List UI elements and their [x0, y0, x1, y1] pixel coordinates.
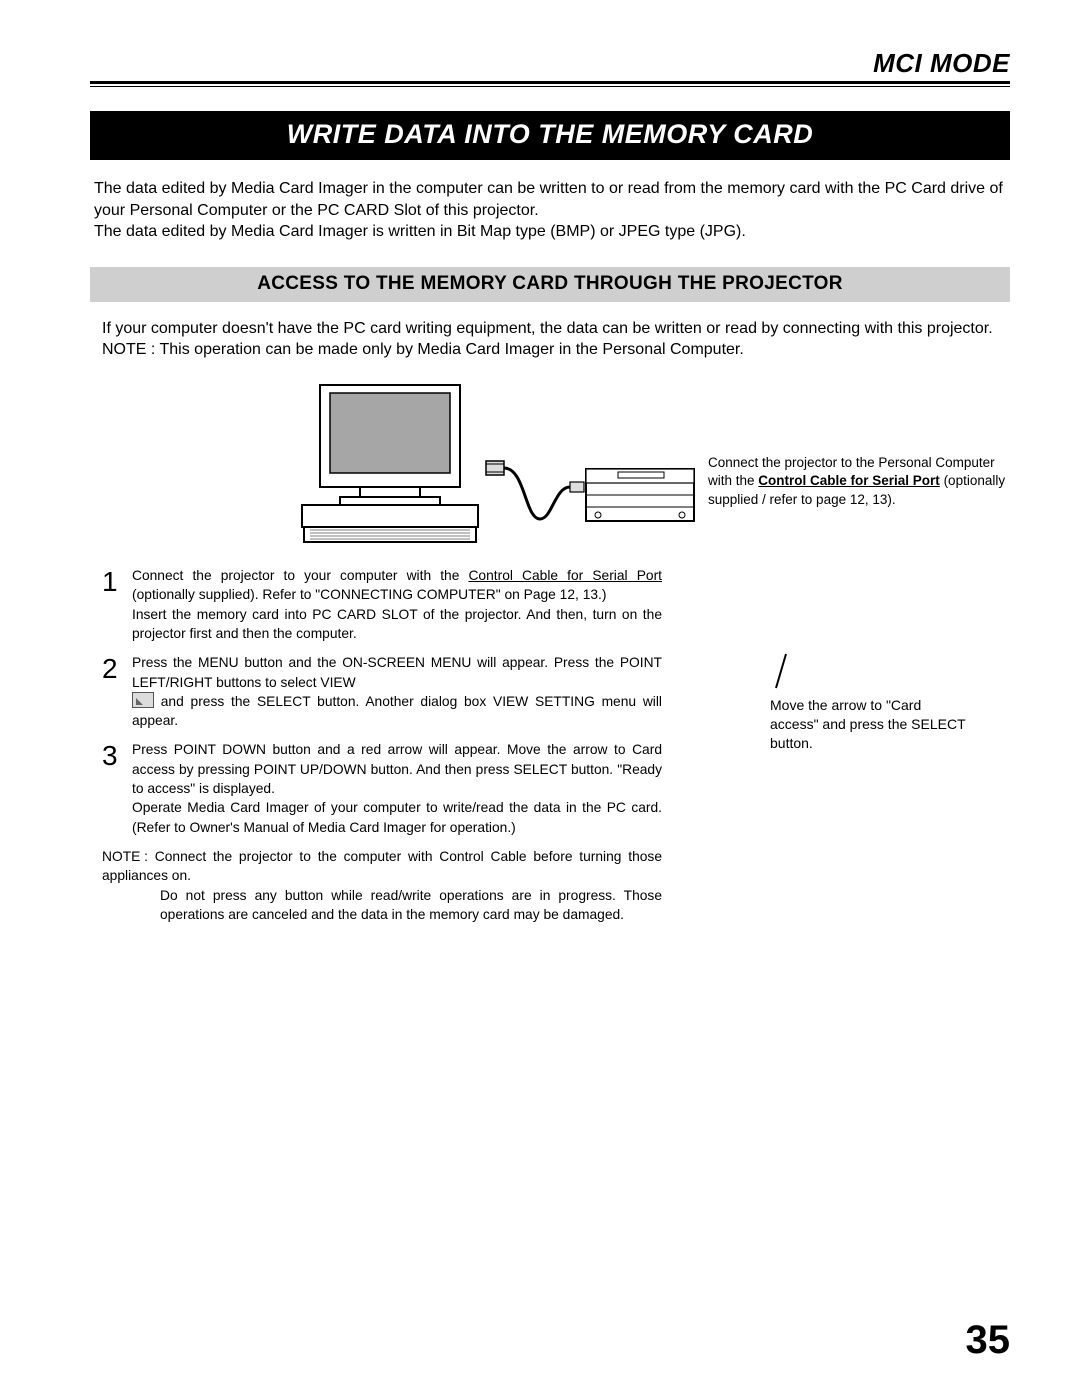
step-3-body: Press POINT DOWN button and a red arrow … [132, 740, 662, 837]
diagram-row: Connect the projector to the Personal Co… [90, 379, 1010, 554]
step-1-text-a: Connect the projector to your computer w… [132, 568, 468, 583]
step-1-text-b: Insert the memory card into PC CARD SLOT… [132, 607, 662, 641]
step-1-text-mid: (optionally supplied). Refer to "CONNECT… [132, 587, 606, 602]
step-3-text-b: Operate Media Card Imager of your comput… [132, 800, 662, 834]
section-title-bar: ACCESS TO THE MEMORY CARD THROUGH THE PR… [90, 267, 1010, 302]
step-1-body: Connect the projector to your computer w… [132, 566, 662, 643]
step-2: 2 Press the MENU button and the ON-SCREE… [102, 653, 662, 730]
connection-diagram [290, 379, 700, 554]
subintro-paragraph-1: If your computer doesn't have the PC car… [102, 318, 998, 340]
step-3: 3 Press POINT DOWN button and a red arro… [102, 740, 662, 837]
side-tip: Move the arrow to "Card access" and pres… [770, 652, 970, 753]
rule-thick [90, 81, 1010, 84]
step-3-number: 3 [102, 740, 132, 770]
intro-paragraph-1: The data edited by Media Card Imager in … [94, 178, 1010, 221]
step-2-text-a: Press the MENU button and the ON-SCREEN … [132, 655, 662, 689]
side-tip-text: Move the arrow to "Card access" and pres… [770, 697, 965, 751]
rule-thin [90, 86, 1010, 87]
arrow-icon [770, 652, 794, 692]
step-1-number: 1 [102, 566, 132, 596]
header-mci-mode: MCI MODE [90, 48, 1010, 81]
step-2-body: Press the MENU button and the ON-SCREEN … [132, 653, 662, 730]
page: MCI MODE WRITE DATA INTO THE MEMORY CARD… [0, 0, 1080, 1397]
step-3-text-a: Press POINT DOWN button and a red arrow … [132, 742, 662, 796]
note: NOTE : Connect the projector to the comp… [102, 847, 662, 924]
diagram-caption-underline: Control Cable for Serial Port [758, 473, 940, 488]
subintro-paragraph-2: NOTE : This operation can be made only b… [102, 339, 998, 361]
note-label: NOTE : [102, 847, 148, 866]
intro-paragraph-2: The data edited by Media Card Imager is … [94, 221, 1010, 243]
note-line-1: Connect the projector to the computer wi… [102, 849, 662, 883]
step-2-text-b: and press the SELECT button. Another dia… [132, 694, 662, 728]
main-title-bar: WRITE DATA INTO THE MEMORY CARD [90, 111, 1010, 160]
step-2-number: 2 [102, 653, 132, 683]
note-line-2: Do not press any button while read/write… [102, 886, 662, 925]
diagram-caption: Connect the projector to the Personal Co… [708, 424, 1010, 509]
page-number: 35 [966, 1318, 1011, 1363]
step-1-underline: Control Cable for Serial Port [468, 568, 662, 583]
step-1: 1 Connect the projector to your computer… [102, 566, 662, 643]
view-icon [132, 692, 154, 708]
